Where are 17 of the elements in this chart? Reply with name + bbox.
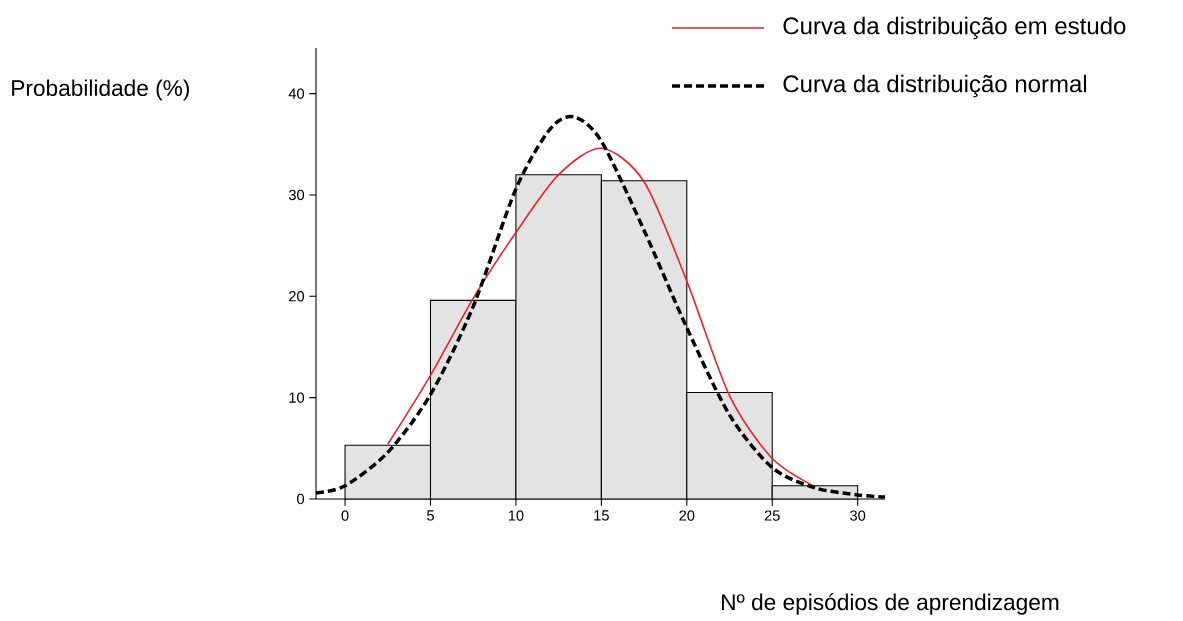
x-tick-label: 20 (679, 510, 695, 521)
x-axis-title: Nº de episódios de aprendizagem (722, 593, 1059, 615)
y-tick-label: 0 (297, 493, 305, 505)
x-tick-label: 0 (341, 510, 349, 521)
x-tick-label: 5 (427, 510, 434, 521)
y-tick-label: 40 (288, 88, 305, 99)
y-tick-label: 30 (288, 189, 305, 201)
x-tick-label: 30 (850, 510, 866, 521)
legend-label: Curva da distribuição em estudo (783, 16, 1126, 40)
y-tick-label: 20 (289, 291, 305, 302)
x-tick-label: 15 (594, 510, 609, 521)
legend-label: Curva da distribuição normal (783, 74, 1087, 98)
x-tick-label: 25 (764, 510, 780, 521)
y-tick-label: 10 (289, 392, 305, 403)
y-axis-title: Probabilidade (%) (12, 79, 189, 101)
line-series (386, 147, 816, 488)
x-tick-label: 10 (508, 510, 524, 521)
